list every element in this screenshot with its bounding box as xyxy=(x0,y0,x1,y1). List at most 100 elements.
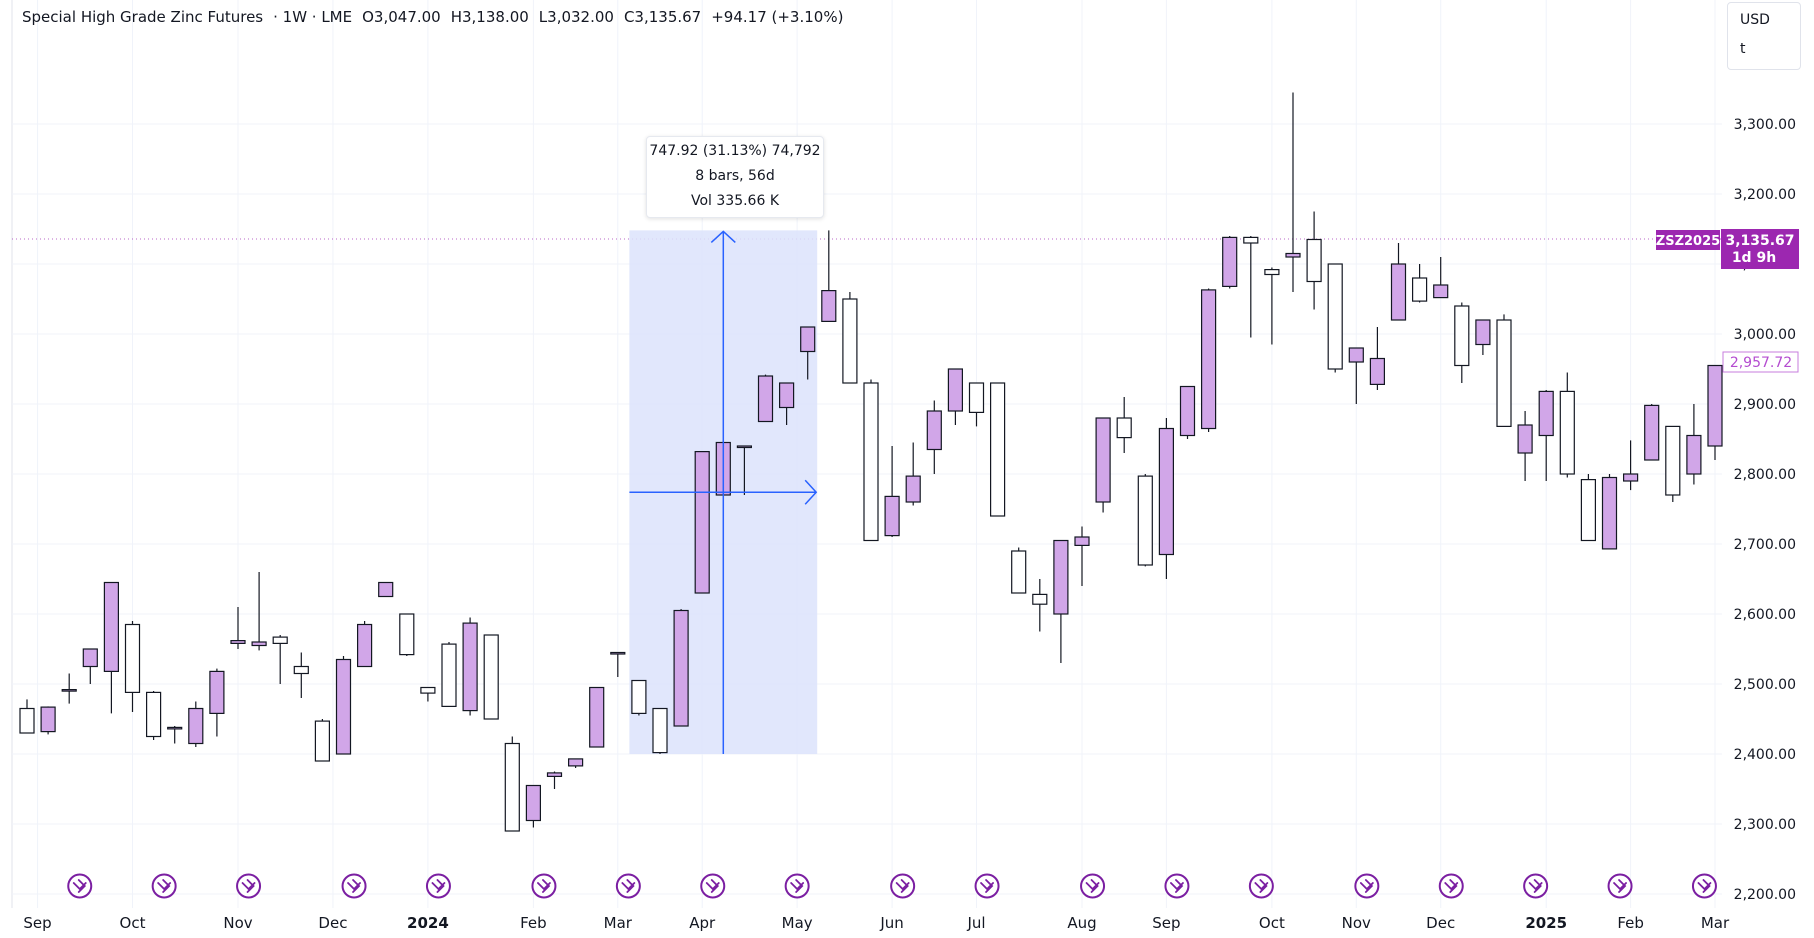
candle-body xyxy=(1158,427,1175,556)
x-tick-label: Jul xyxy=(966,914,985,932)
event-icon xyxy=(1438,873,1464,899)
candle-body xyxy=(610,651,626,655)
candle xyxy=(1411,264,1428,303)
candle xyxy=(567,758,584,768)
candle xyxy=(146,691,162,740)
event-circle xyxy=(1438,873,1464,899)
candle-body xyxy=(1074,536,1090,546)
candle-body xyxy=(1580,479,1597,542)
event-circle xyxy=(1080,873,1106,899)
candle-body xyxy=(1264,269,1280,276)
candle-body xyxy=(1475,319,1491,346)
measure-bars: 8 bars, 56d xyxy=(695,168,775,184)
candle xyxy=(1053,539,1069,663)
candle xyxy=(251,572,267,651)
event-glyph xyxy=(1359,879,1374,893)
symbol-label: ZSZ2025 xyxy=(1656,234,1720,249)
candle-body xyxy=(19,707,35,734)
candle-body xyxy=(293,665,309,675)
event-circle xyxy=(1691,873,1717,899)
event-icon xyxy=(1691,873,1717,899)
candle-body xyxy=(188,707,204,745)
event-icon xyxy=(236,873,262,899)
y-tick-label: 2,600.00 xyxy=(1734,607,1796,623)
alert-price-label[interactable]: 2,957.72 xyxy=(1730,355,1792,371)
candle xyxy=(694,451,710,594)
candle xyxy=(399,613,415,656)
x-tick-label: Dec xyxy=(318,914,347,932)
candle xyxy=(1285,92,1301,292)
x-tick-label: Feb xyxy=(520,914,547,932)
candle-body xyxy=(1433,284,1449,299)
y-tick-label: 2,200.00 xyxy=(1734,887,1796,903)
event-circle xyxy=(1607,873,1633,899)
candle xyxy=(884,446,900,537)
ohlc-change: +94.17 (+3.10%) xyxy=(711,8,844,26)
time-axis[interactable]: Sep Oct Nov Dec 2024 Feb Mar Apr May Jun Jul Aug Sep… xyxy=(23,914,1730,932)
event-icon xyxy=(341,873,367,899)
event-circle xyxy=(236,873,262,899)
x-tick-label: Apr xyxy=(689,914,716,932)
candle xyxy=(1222,236,1238,289)
ohlc-open: O3,047.00 xyxy=(362,8,441,26)
candle-body xyxy=(1538,390,1554,437)
event-circle xyxy=(1164,873,1190,899)
candle xyxy=(1137,474,1153,567)
measure-arrows xyxy=(629,230,818,754)
candle-body xyxy=(1390,263,1407,321)
event-circle xyxy=(1523,873,1549,899)
candle xyxy=(673,609,689,727)
unit-code[interactable]: t xyxy=(1740,41,1746,57)
event-circle xyxy=(615,873,641,899)
candle xyxy=(293,652,309,698)
candle xyxy=(378,581,394,598)
event-icon xyxy=(784,873,810,899)
candle xyxy=(525,784,542,828)
candle xyxy=(546,771,563,789)
symbol-interval[interactable]: · 1W · LME xyxy=(273,8,353,26)
candle xyxy=(1074,526,1090,586)
event-icon xyxy=(1080,873,1106,899)
candle-body xyxy=(694,451,710,594)
measure-right-arrowhead xyxy=(804,479,818,505)
x-tick-label: Sep xyxy=(1152,914,1180,932)
event-icon xyxy=(67,873,93,899)
candle xyxy=(504,736,520,832)
event-circle xyxy=(890,873,916,899)
candle xyxy=(821,230,837,323)
x-tick-label: Oct xyxy=(1259,914,1285,932)
candle-body xyxy=(1622,473,1639,482)
candle-body xyxy=(525,784,542,822)
candle xyxy=(230,607,246,649)
alert-price-label-bg[interactable] xyxy=(1722,351,1799,373)
event-circle xyxy=(341,873,367,899)
event-icon xyxy=(615,873,641,899)
candle xyxy=(103,581,120,714)
candle xyxy=(1179,385,1196,439)
candle-body xyxy=(589,686,605,748)
price-axis[interactable]: 2,200.00 2,300.00 2,400.00 2,500.00 2,600.00… xyxy=(1734,117,1796,903)
candle-body xyxy=(1559,390,1575,475)
event-icon xyxy=(425,873,451,899)
candle xyxy=(631,679,647,716)
event-circle xyxy=(700,873,726,899)
event-circle xyxy=(151,873,177,899)
candle-body xyxy=(1053,539,1069,615)
candle xyxy=(335,656,352,755)
symbol-title[interactable]: Special High Grade Zinc Futures xyxy=(22,8,264,26)
event-glyph xyxy=(72,879,87,893)
candle xyxy=(1243,236,1259,338)
ohlc-close: C3,135.67 xyxy=(623,8,702,26)
ohlc-low: L3,032.00 xyxy=(538,8,614,26)
currency-code[interactable]: USD xyxy=(1740,12,1770,28)
x-tick-label: Aug xyxy=(1067,914,1096,932)
candle-body xyxy=(1517,424,1533,454)
candles xyxy=(19,92,1723,832)
currency-unit-selector[interactable]: USD t xyxy=(1727,2,1801,70)
candle-body xyxy=(631,679,647,715)
y-tick-label: 3,200.00 xyxy=(1734,187,1796,203)
candle-body xyxy=(1116,417,1132,439)
candle xyxy=(1580,474,1597,542)
candle-body xyxy=(842,298,858,384)
